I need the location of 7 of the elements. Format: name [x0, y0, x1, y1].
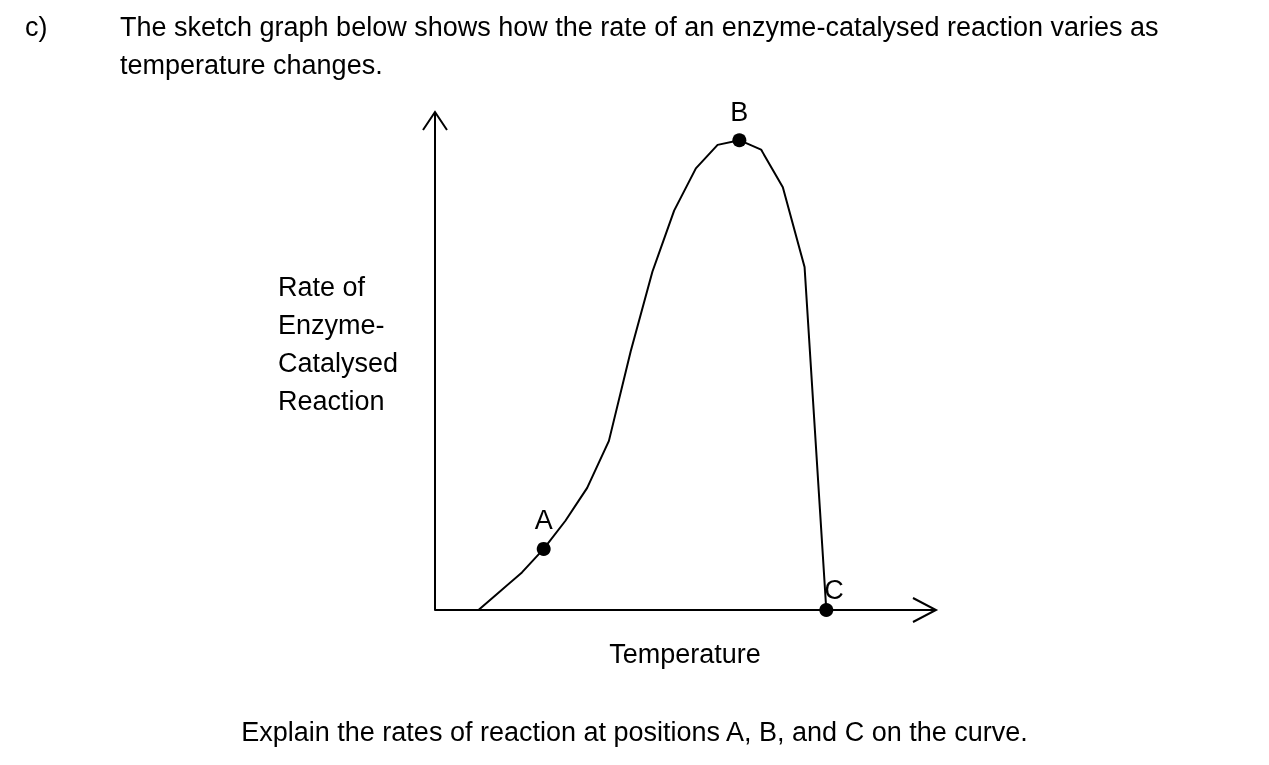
text: Explain the rates of reaction at positions A, B, and C on the curve. [240, 716, 1029, 749]
annotation: B [730, 96, 749, 127]
x-axis-title: Temperature [609, 638, 761, 669]
text: c) [25, 11, 48, 44]
y-axis-title: Rate of Enzyme-Catalysed Reaction [278, 271, 400, 418]
chart-title: The sketch graph below shows how the rate of an enzyme-catalysed reaction varies as temperature changes. [120, 11, 1160, 82]
annotation: A [534, 505, 553, 536]
